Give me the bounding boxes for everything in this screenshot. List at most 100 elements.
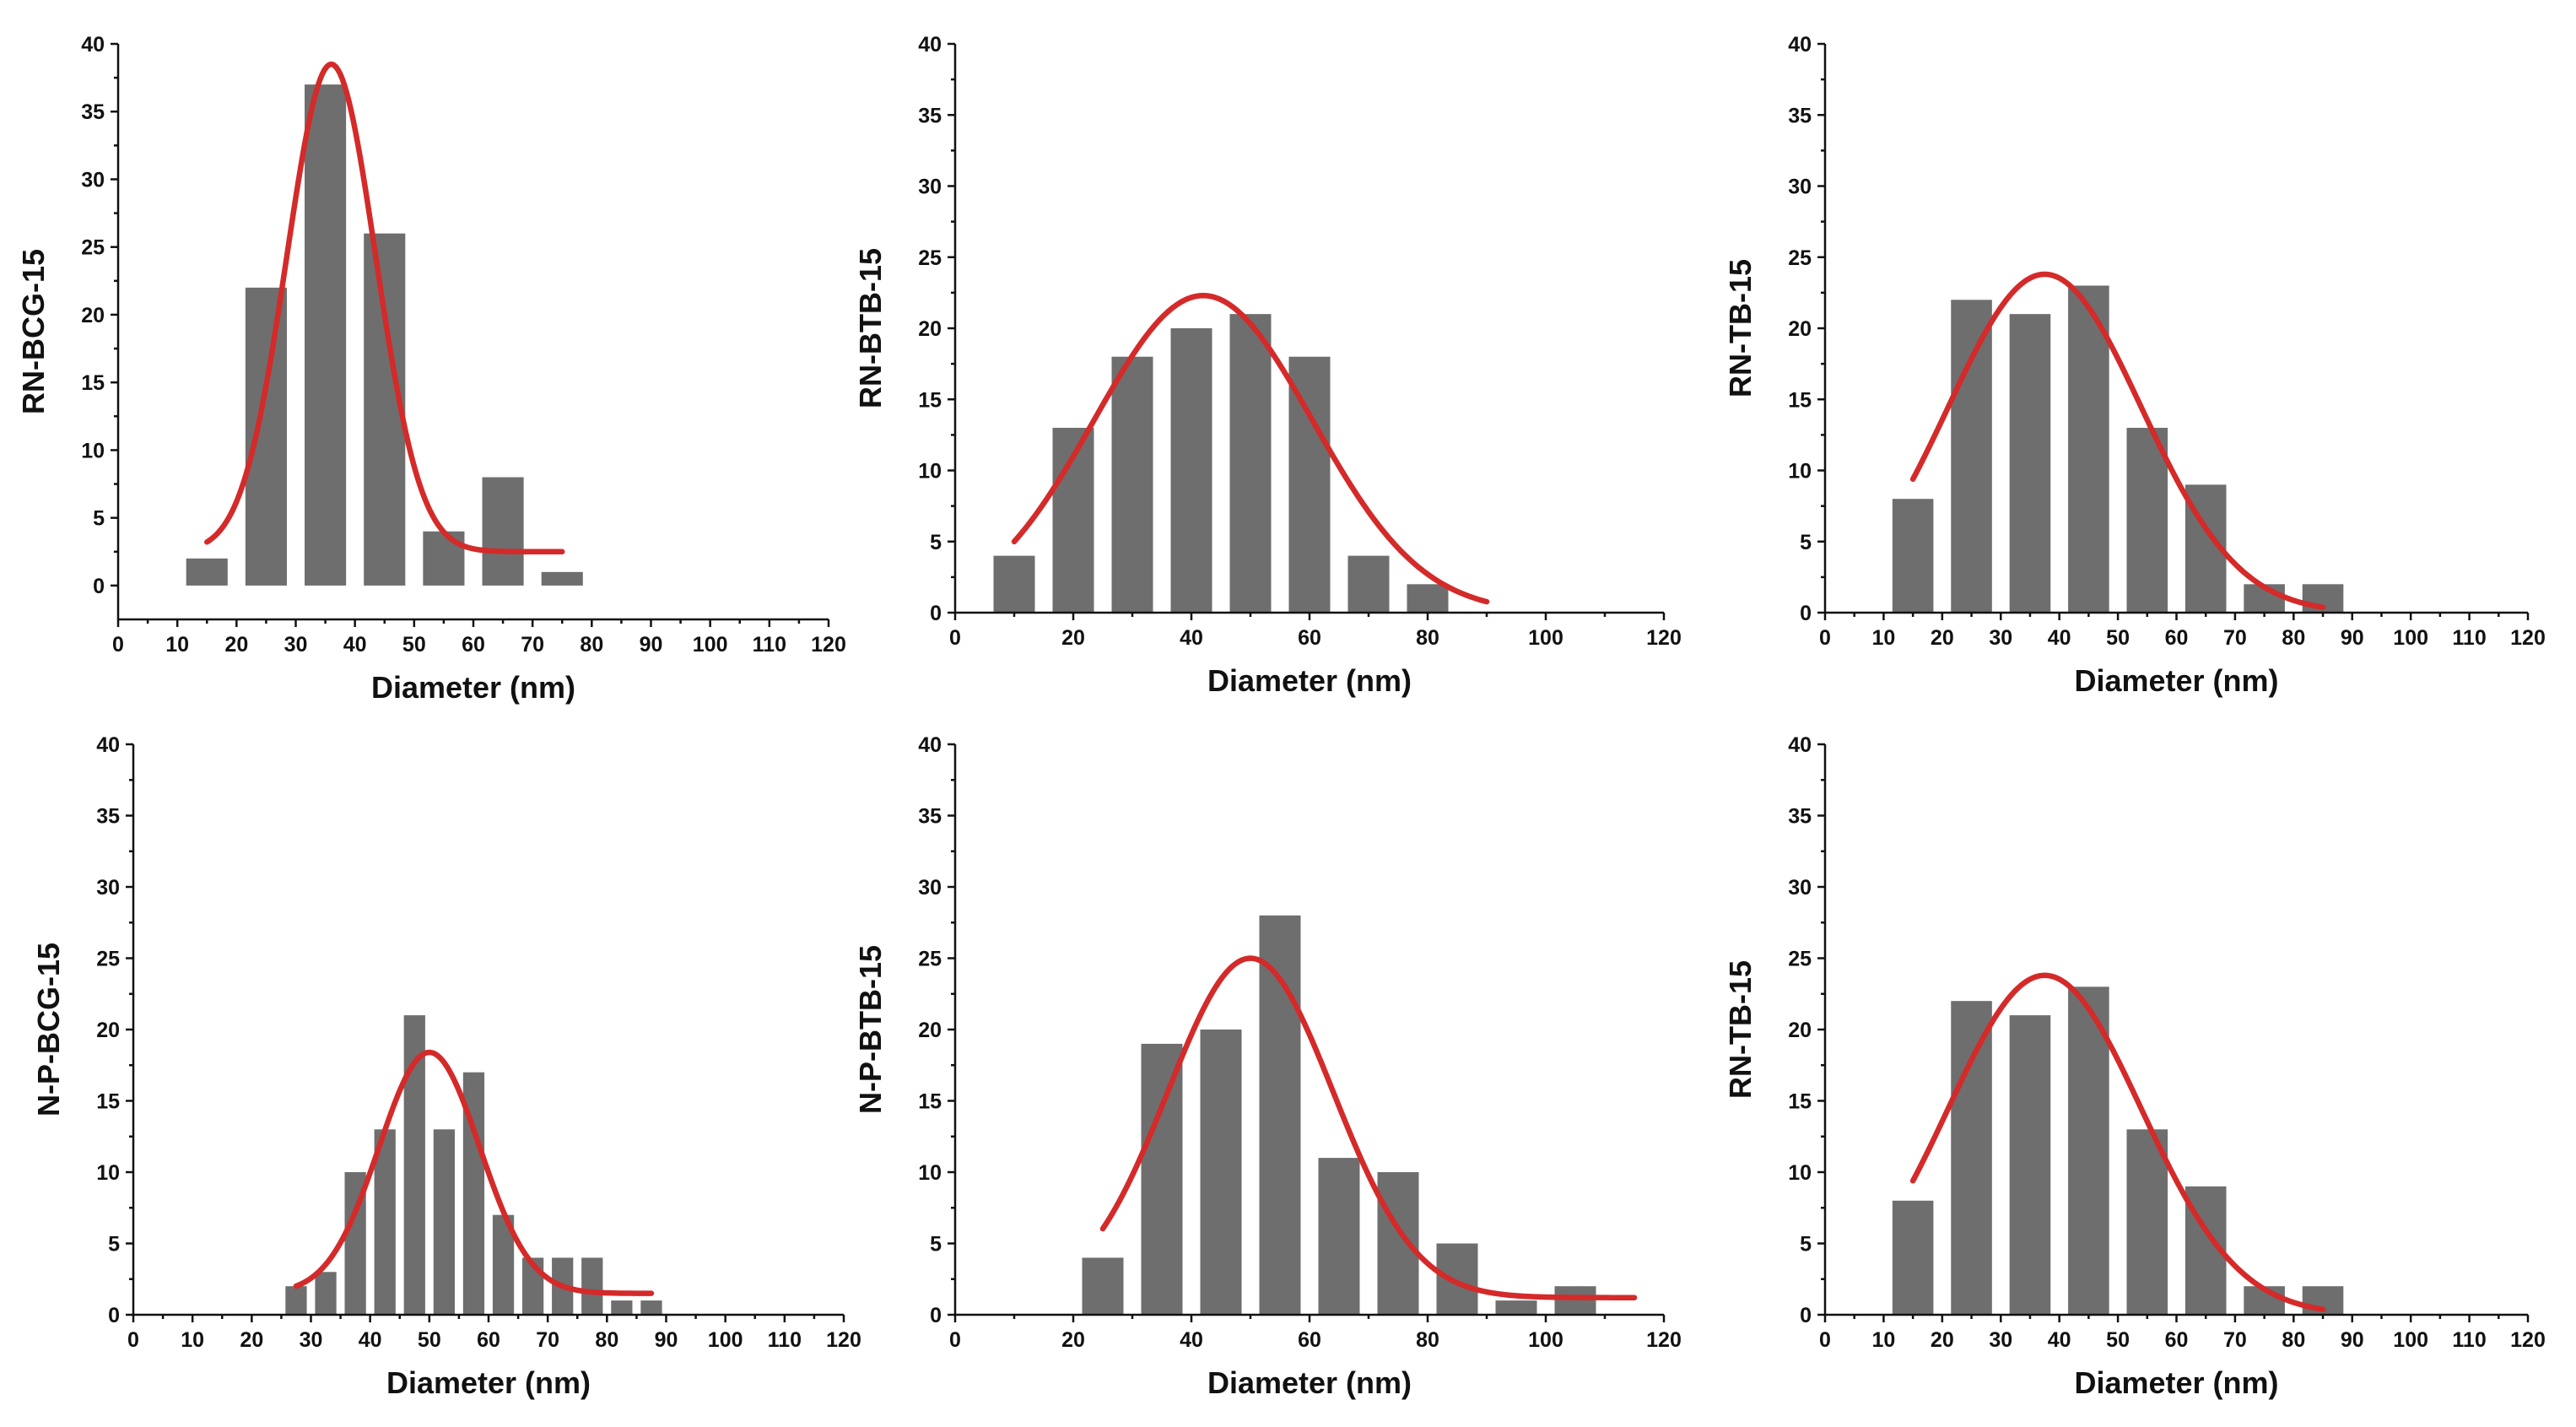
y-tick-label: 10 <box>81 439 105 462</box>
x-tick-label: 0 <box>1819 626 1831 650</box>
bar-7 <box>1407 584 1449 613</box>
x-tick-label: 110 <box>768 1328 802 1352</box>
y-tick-label: 0 <box>108 1304 120 1327</box>
x-tick-label: 60 <box>1298 1328 1321 1352</box>
x-tick-label: 120 <box>811 633 846 657</box>
bar-5 <box>1377 1172 1419 1315</box>
y-tick-label: 20 <box>96 1019 120 1042</box>
bar-2 <box>2009 314 2051 613</box>
x-tick-label: 40 <box>359 1328 382 1352</box>
y-tick-label: 0 <box>93 575 105 598</box>
y-tick-label: 10 <box>1788 460 1812 484</box>
x-tick-label: 30 <box>1989 626 2012 650</box>
y-axis-title: N-P-BTB-15 <box>853 945 888 1114</box>
y-tick-label: 25 <box>81 236 105 260</box>
x-tick-label: 80 <box>580 633 603 657</box>
x-tick-label: 80 <box>2282 626 2305 650</box>
x-tick-label: 60 <box>2165 1328 2189 1352</box>
y-tick-label: 40 <box>1788 733 1812 757</box>
x-tick-label: 0 <box>127 1328 139 1352</box>
x-tick-label: 100 <box>708 1328 743 1352</box>
y-tick-label: 30 <box>81 168 105 192</box>
x-tick-label: 20 <box>1061 1328 1085 1352</box>
y-tick-label: 30 <box>96 876 120 900</box>
gaussian-fit-curve <box>1909 972 2326 1312</box>
bar-1 <box>245 287 287 586</box>
y-tick-label: 40 <box>81 33 105 57</box>
x-tick-label: 100 <box>2393 1328 2428 1352</box>
bar-3 <box>374 1129 396 1315</box>
x-tick-label: 40 <box>1180 1328 1203 1352</box>
x-tick-label: 60 <box>1298 626 1321 650</box>
x-tick-label: 10 <box>165 633 189 657</box>
bar-0 <box>1082 1257 1124 1315</box>
x-tick-label: 70 <box>2223 626 2247 650</box>
bar-7 <box>1495 1300 1537 1315</box>
y-tick-label: 25 <box>1788 948 1812 971</box>
x-tick-label: 110 <box>2452 1328 2486 1352</box>
gaussian-fit-curve <box>204 61 565 555</box>
y-tick-label: 5 <box>93 507 105 531</box>
x-tick-label: 10 <box>181 1328 204 1352</box>
x-tick-label: 110 <box>2452 626 2486 650</box>
bar-1 <box>1951 300 1992 613</box>
bar-8 <box>1554 1286 1596 1315</box>
x-tick-label: 10 <box>1872 1328 1896 1352</box>
y-tick-label: 20 <box>1788 317 1812 341</box>
panel-n-p-btb-15: 0 5 10 15 20 25 30 35 40 0 20 40 60 80 100 120 Diameter … <box>853 733 1682 1400</box>
y-tick-label: 15 <box>918 388 942 412</box>
x-tick-label: 60 <box>462 633 485 657</box>
bar-2 <box>2009 1015 2051 1315</box>
x-tick-label: 100 <box>1528 626 1563 650</box>
y-tick-label: 25 <box>918 246 942 270</box>
y-tick-label: 25 <box>96 948 120 971</box>
bar-4 <box>1318 1158 1360 1315</box>
y-axis-title: RN-BCG-15 <box>16 249 51 414</box>
bar-0 <box>1892 499 1934 613</box>
x-tick-label: 20 <box>1061 626 1085 650</box>
x-tick-label: 80 <box>595 1328 618 1352</box>
y-tick-label: 15 <box>1788 1090 1812 1114</box>
x-tick-label: 40 <box>343 633 367 657</box>
y-tick-label: 35 <box>96 805 120 829</box>
x-tick-label: 120 <box>1646 626 1682 650</box>
bar-6 <box>1347 555 1390 613</box>
x-tick-label: 90 <box>640 633 663 657</box>
x-tick-label: 10 <box>1872 626 1896 650</box>
x-tick-label: 20 <box>240 1328 263 1352</box>
gaussian-fit-curve <box>1011 293 1490 605</box>
bar-1 <box>1141 1043 1183 1315</box>
bar-12 <box>640 1300 662 1315</box>
bar-4 <box>2126 427 2168 613</box>
x-tick-label: 100 <box>693 633 728 657</box>
gaussian-fit-curve <box>1099 955 1638 1300</box>
x-tick-label: 30 <box>300 1328 323 1352</box>
x-tick-label: 120 <box>2510 1328 2546 1352</box>
y-tick-label: 35 <box>81 100 105 124</box>
x-axis-title: Diameter (nm) <box>386 1365 591 1400</box>
bar-0 <box>285 1286 307 1315</box>
x-tick-label: 120 <box>826 1328 861 1352</box>
x-tick-label: 80 <box>1416 626 1439 650</box>
bar-2 <box>1111 356 1153 613</box>
y-tick-label: 0 <box>930 1304 942 1327</box>
x-tick-label: 20 <box>224 633 248 657</box>
y-tick-label: 15 <box>96 1090 120 1114</box>
y-tick-label: 40 <box>96 733 120 757</box>
y-tick-label: 35 <box>918 104 942 127</box>
x-tick-label: 90 <box>655 1328 678 1352</box>
y-tick-label: 5 <box>108 1233 120 1257</box>
gaussian-fit-curve <box>1909 271 2326 610</box>
y-tick-label: 15 <box>1788 388 1812 412</box>
x-tick-label: 60 <box>477 1328 500 1352</box>
x-tick-label: 0 <box>1819 1328 1831 1352</box>
y-axis-title: RN-BTB-15 <box>853 248 888 408</box>
x-axis-title: Diameter (nm) <box>2074 663 2278 698</box>
y-axis-title: RN-TB-15 <box>1723 259 1758 397</box>
bar-5 <box>482 477 524 586</box>
bar-2 <box>1200 1030 1242 1315</box>
panel-rn-btb-15: 0 5 10 15 20 25 30 35 40 0 20 40 60 80 100 120 Diameter … <box>853 33 1682 698</box>
panel-rn-tb-15-bottom: 0 5 10 15 20 25 30 35 40 0 10 20 30 40 50 60 70 80 90 100 11… <box>1723 733 2546 1400</box>
y-tick-label: 40 <box>918 733 942 757</box>
bar-3 <box>2068 986 2109 1315</box>
